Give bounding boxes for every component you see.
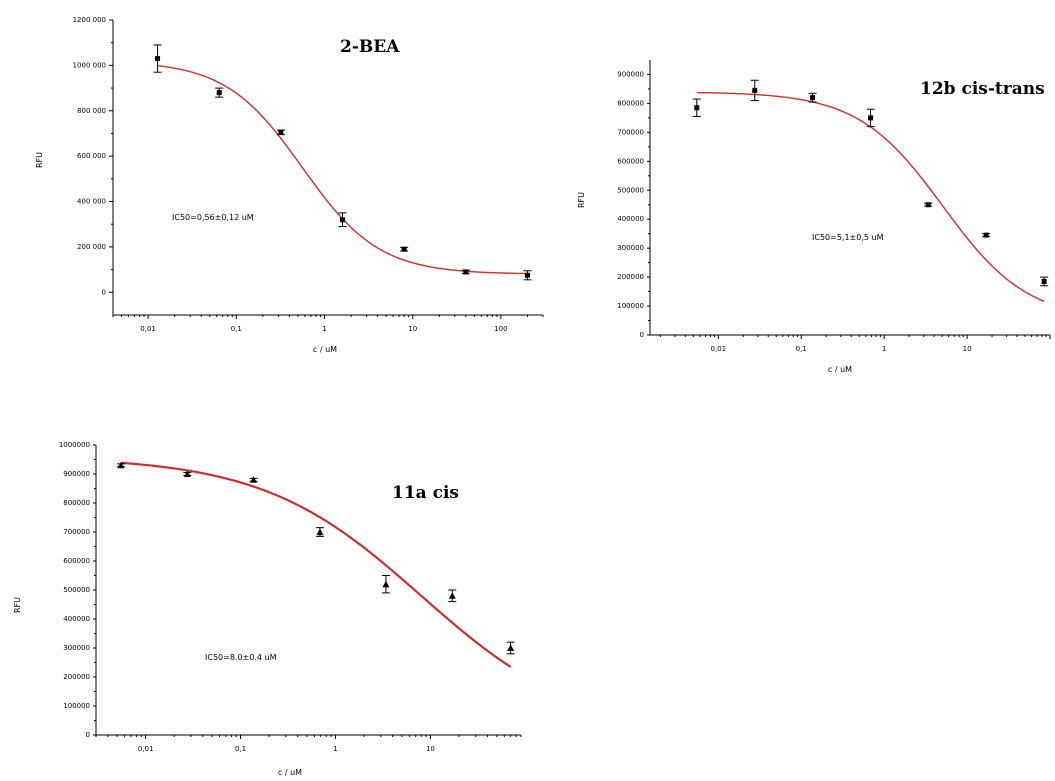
y-axis-title: RFU [13, 597, 22, 613]
data-point [155, 56, 161, 62]
y-tick-label: 1200 000 [73, 16, 106, 24]
y-tick-label: 200 000 [77, 243, 106, 251]
chart-panel: 0 100000 200000 300000 400000 500000 600000 700… [13, 441, 522, 777]
data-point [316, 528, 324, 535]
x-tick-label: 1 [882, 345, 886, 353]
x-axis-title: c / uM [828, 365, 852, 374]
data-point [810, 95, 816, 101]
chart-panel: 0 100000 200000 300000 400000 500000 600000 700… [577, 60, 1051, 374]
data-point [183, 470, 191, 477]
data-point [382, 580, 390, 588]
x-tick-label: 0,01 [711, 345, 727, 353]
ic50-annotation: IC50=5,1±0,5 uM [812, 233, 884, 242]
x-tick-label: 0,1 [231, 325, 242, 333]
y-tick-label: 300000 [63, 644, 90, 652]
x-tick-label: 10 [963, 345, 972, 353]
y-tick-label: 600 000 [77, 152, 106, 160]
y-tick-label: 0 [102, 288, 106, 296]
x-tick-label: 10 [408, 325, 417, 333]
x-axis-title: c / uM [313, 345, 337, 354]
x-tick-label: 1 [322, 325, 326, 333]
y-tick-label: 700000 [617, 128, 644, 136]
y-tick-label: 800000 [63, 499, 90, 507]
data-point [448, 592, 456, 599]
chart-title: 2-BEA [340, 37, 400, 57]
chart-panel: 0 200 000 400 000 600 000 800 000 1000 000 120… [35, 16, 544, 354]
data-point [925, 202, 931, 208]
data-point [868, 115, 874, 121]
y-tick-label: 400000 [617, 215, 644, 223]
data-point [507, 644, 515, 651]
y-tick-label: 100000 [617, 302, 644, 310]
x-tick-label: 0,01 [140, 325, 156, 333]
x-tick-label: 10 [426, 745, 435, 753]
data-point [340, 217, 346, 223]
x-tick-label: 1 [333, 745, 337, 753]
y-tick-label: 400 000 [77, 198, 106, 206]
x-tick-label: 0,01 [138, 745, 154, 753]
y-tick-label: 500000 [617, 186, 644, 194]
y-tick-label: 400000 [63, 615, 90, 623]
ic50-annotation: IC50=0,56±0,12 uM [172, 213, 254, 222]
fit-curve [120, 461, 512, 668]
y-tick-label: 1000000 [59, 441, 90, 449]
data-point [983, 232, 989, 238]
data-point [1041, 278, 1047, 284]
y-tick-label: 600000 [617, 157, 644, 165]
y-tick-label: 900000 [63, 470, 90, 478]
data-point [463, 269, 469, 275]
y-tick-label: 800000 [617, 99, 644, 107]
y-tick-label: 500000 [63, 586, 90, 594]
ic50-annotation: IC50=8.0±0.4 uM [205, 653, 277, 662]
x-tick-label: 0,1 [235, 745, 246, 753]
chart-title: 11a cis [392, 483, 459, 503]
y-tick-label: 200000 [617, 273, 644, 281]
y-tick-label: 1000 000 [73, 61, 106, 69]
data-point [752, 87, 758, 93]
y-tick-label: 600000 [63, 557, 90, 565]
y-axis-title: RFU [577, 192, 586, 208]
data-point [216, 90, 222, 96]
y-tick-label: 200000 [63, 673, 90, 681]
y-tick-label: 800 000 [77, 107, 106, 115]
data-point [694, 105, 700, 111]
x-axis-title: c / uM [278, 768, 302, 777]
data-point [117, 461, 125, 469]
y-tick-label: 700000 [63, 528, 90, 536]
y-tick-label: 900000 [617, 70, 644, 78]
y-tick-label: 300000 [617, 244, 644, 252]
data-point [524, 272, 530, 278]
data-point [250, 476, 258, 483]
chart-title: 12b cis-trans [920, 79, 1045, 99]
data-point [278, 129, 284, 135]
y-tick-label: 0 [640, 331, 644, 339]
fit-curve [157, 64, 528, 275]
y-tick-label: 100000 [63, 702, 90, 710]
x-tick-label: 100 [494, 325, 507, 333]
x-tick-label: 0,1 [796, 345, 807, 353]
y-axis-title: RFU [35, 152, 44, 168]
y-tick-label: 0 [86, 731, 90, 739]
data-point [401, 246, 407, 252]
